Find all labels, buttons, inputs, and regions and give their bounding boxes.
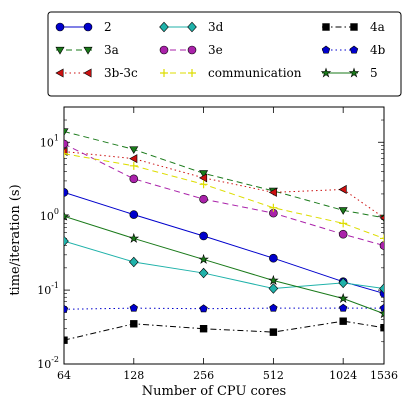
data-point-2 — [269, 253, 278, 263]
legend-label-4a: 4a — [370, 20, 385, 34]
data-point-3a — [338, 207, 348, 215]
y-tick-label: 101 — [40, 133, 59, 149]
series-line-communication — [64, 153, 384, 239]
data-point-4a — [199, 325, 208, 333]
data-point-3d — [338, 277, 348, 289]
legend-label-5: 5 — [370, 66, 378, 80]
data-point-4b — [199, 304, 208, 313]
x-tick-label: 1536 — [370, 369, 398, 382]
x-axis-label: Number of CPU cores — [142, 384, 286, 399]
y-tick-label: 100 — [40, 207, 59, 223]
legend: 2 3a 3b-3c 3d 3e communication 4a 4b 5 — [47, 11, 402, 97]
data-point-4a — [339, 317, 347, 325]
data-point-3b-3c — [268, 187, 277, 197]
legend-marker-4a — [350, 23, 358, 31]
plot-area: 10-2 10-1 100 101 64 128 256 512 1024 1536 — [37, 106, 398, 382]
series-line-4a — [64, 320, 384, 341]
series-line-5 — [64, 215, 384, 315]
data-layer — [64, 128, 384, 344]
data-point-5 — [378, 308, 384, 319]
data-point-3e — [199, 194, 208, 204]
data-point-5 — [128, 232, 140, 243]
data-point-communication — [269, 203, 278, 212]
legend-label-3e: 3e — [208, 43, 223, 57]
x-tick-label: 512 — [263, 369, 284, 382]
data-point-3a — [199, 170, 209, 178]
legend-label-3a: 3a — [104, 43, 119, 57]
data-point-3b-3c — [338, 184, 347, 194]
data-point-3b-3c — [198, 173, 208, 183]
y-tick-label: 10-1 — [37, 281, 59, 297]
y-tick-label: 10-2 — [37, 355, 59, 371]
legend-label-3d: 3d — [208, 20, 224, 34]
legend-marker-communication — [160, 69, 168, 77]
data-point-3d — [64, 235, 69, 247]
data-point-3e — [129, 174, 139, 184]
legend-marker-5 — [348, 67, 360, 78]
x-tick-label: 1024 — [329, 369, 357, 382]
legend-marker-3b-3c — [83, 68, 92, 78]
x-tick-label: 128 — [123, 369, 144, 382]
data-point-communication — [129, 161, 138, 170]
legend-marker-3a — [55, 46, 65, 55]
legend-marker-3e — [159, 45, 169, 55]
legend-marker-4b — [349, 45, 359, 54]
data-point-5 — [198, 253, 209, 264]
legend-marker-4a — [322, 23, 330, 31]
data-point-communication — [339, 219, 348, 228]
y-axis-label: time/iteration (s) — [8, 184, 23, 295]
data-point-3b-3c — [379, 215, 384, 221]
legend-marker-2 — [55, 22, 65, 32]
data-point-2 — [199, 231, 208, 241]
legend-label-2: 2 — [104, 20, 112, 34]
data-point-3d — [198, 267, 209, 279]
legend-marker-2 — [83, 22, 93, 32]
data-point-4a — [380, 323, 384, 332]
data-point-communication — [380, 234, 384, 243]
data-point-4b — [379, 303, 384, 312]
legend-marker-3d — [159, 21, 169, 33]
legend-label-4b: 4b — [370, 43, 386, 57]
data-point-5 — [337, 292, 349, 303]
data-point-4b — [129, 303, 138, 312]
legend-marker-4b — [321, 45, 331, 54]
legend-marker-3d — [187, 21, 197, 33]
legend-marker-communication — [188, 69, 196, 77]
legend-marker-3b-3c — [55, 68, 64, 78]
data-point-3d — [128, 256, 139, 268]
x-tick-label: 256 — [193, 369, 214, 382]
data-point-3a — [64, 128, 69, 137]
data-point-3d — [379, 283, 384, 294]
data-point-2 — [129, 210, 139, 219]
data-point-5 — [64, 210, 70, 221]
legend-marker-3a — [83, 46, 93, 55]
data-point-3e — [64, 139, 69, 149]
data-point-4b — [269, 303, 278, 312]
data-point-3e — [338, 229, 348, 239]
data-point-communication — [64, 149, 68, 158]
series-line-3e — [64, 143, 384, 247]
data-point-4b — [339, 303, 348, 312]
data-point-3e — [379, 241, 384, 250]
plot-frame — [63, 106, 385, 365]
data-point-communication — [199, 180, 208, 189]
legend-label-communication: communication — [208, 66, 302, 80]
data-point-4a — [130, 320, 138, 328]
legend-box — [47, 11, 402, 97]
data-point-3a — [129, 146, 139, 155]
data-point-4b — [64, 304, 69, 313]
legend-label-3b-3c: 3b-3c — [104, 66, 138, 80]
data-point-5 — [268, 274, 279, 285]
series-line-3a — [64, 130, 384, 219]
x-tick-label: 64 — [57, 369, 71, 382]
data-point-4a — [269, 328, 278, 336]
data-point-2 — [64, 188, 69, 197]
series-line-3d — [64, 240, 384, 290]
legend-marker-3e — [187, 45, 197, 55]
legend-marker-5 — [320, 67, 332, 78]
data-point-4a — [64, 336, 68, 344]
data-point-3b-3c — [129, 154, 138, 164]
data-point-3d — [268, 283, 279, 294]
